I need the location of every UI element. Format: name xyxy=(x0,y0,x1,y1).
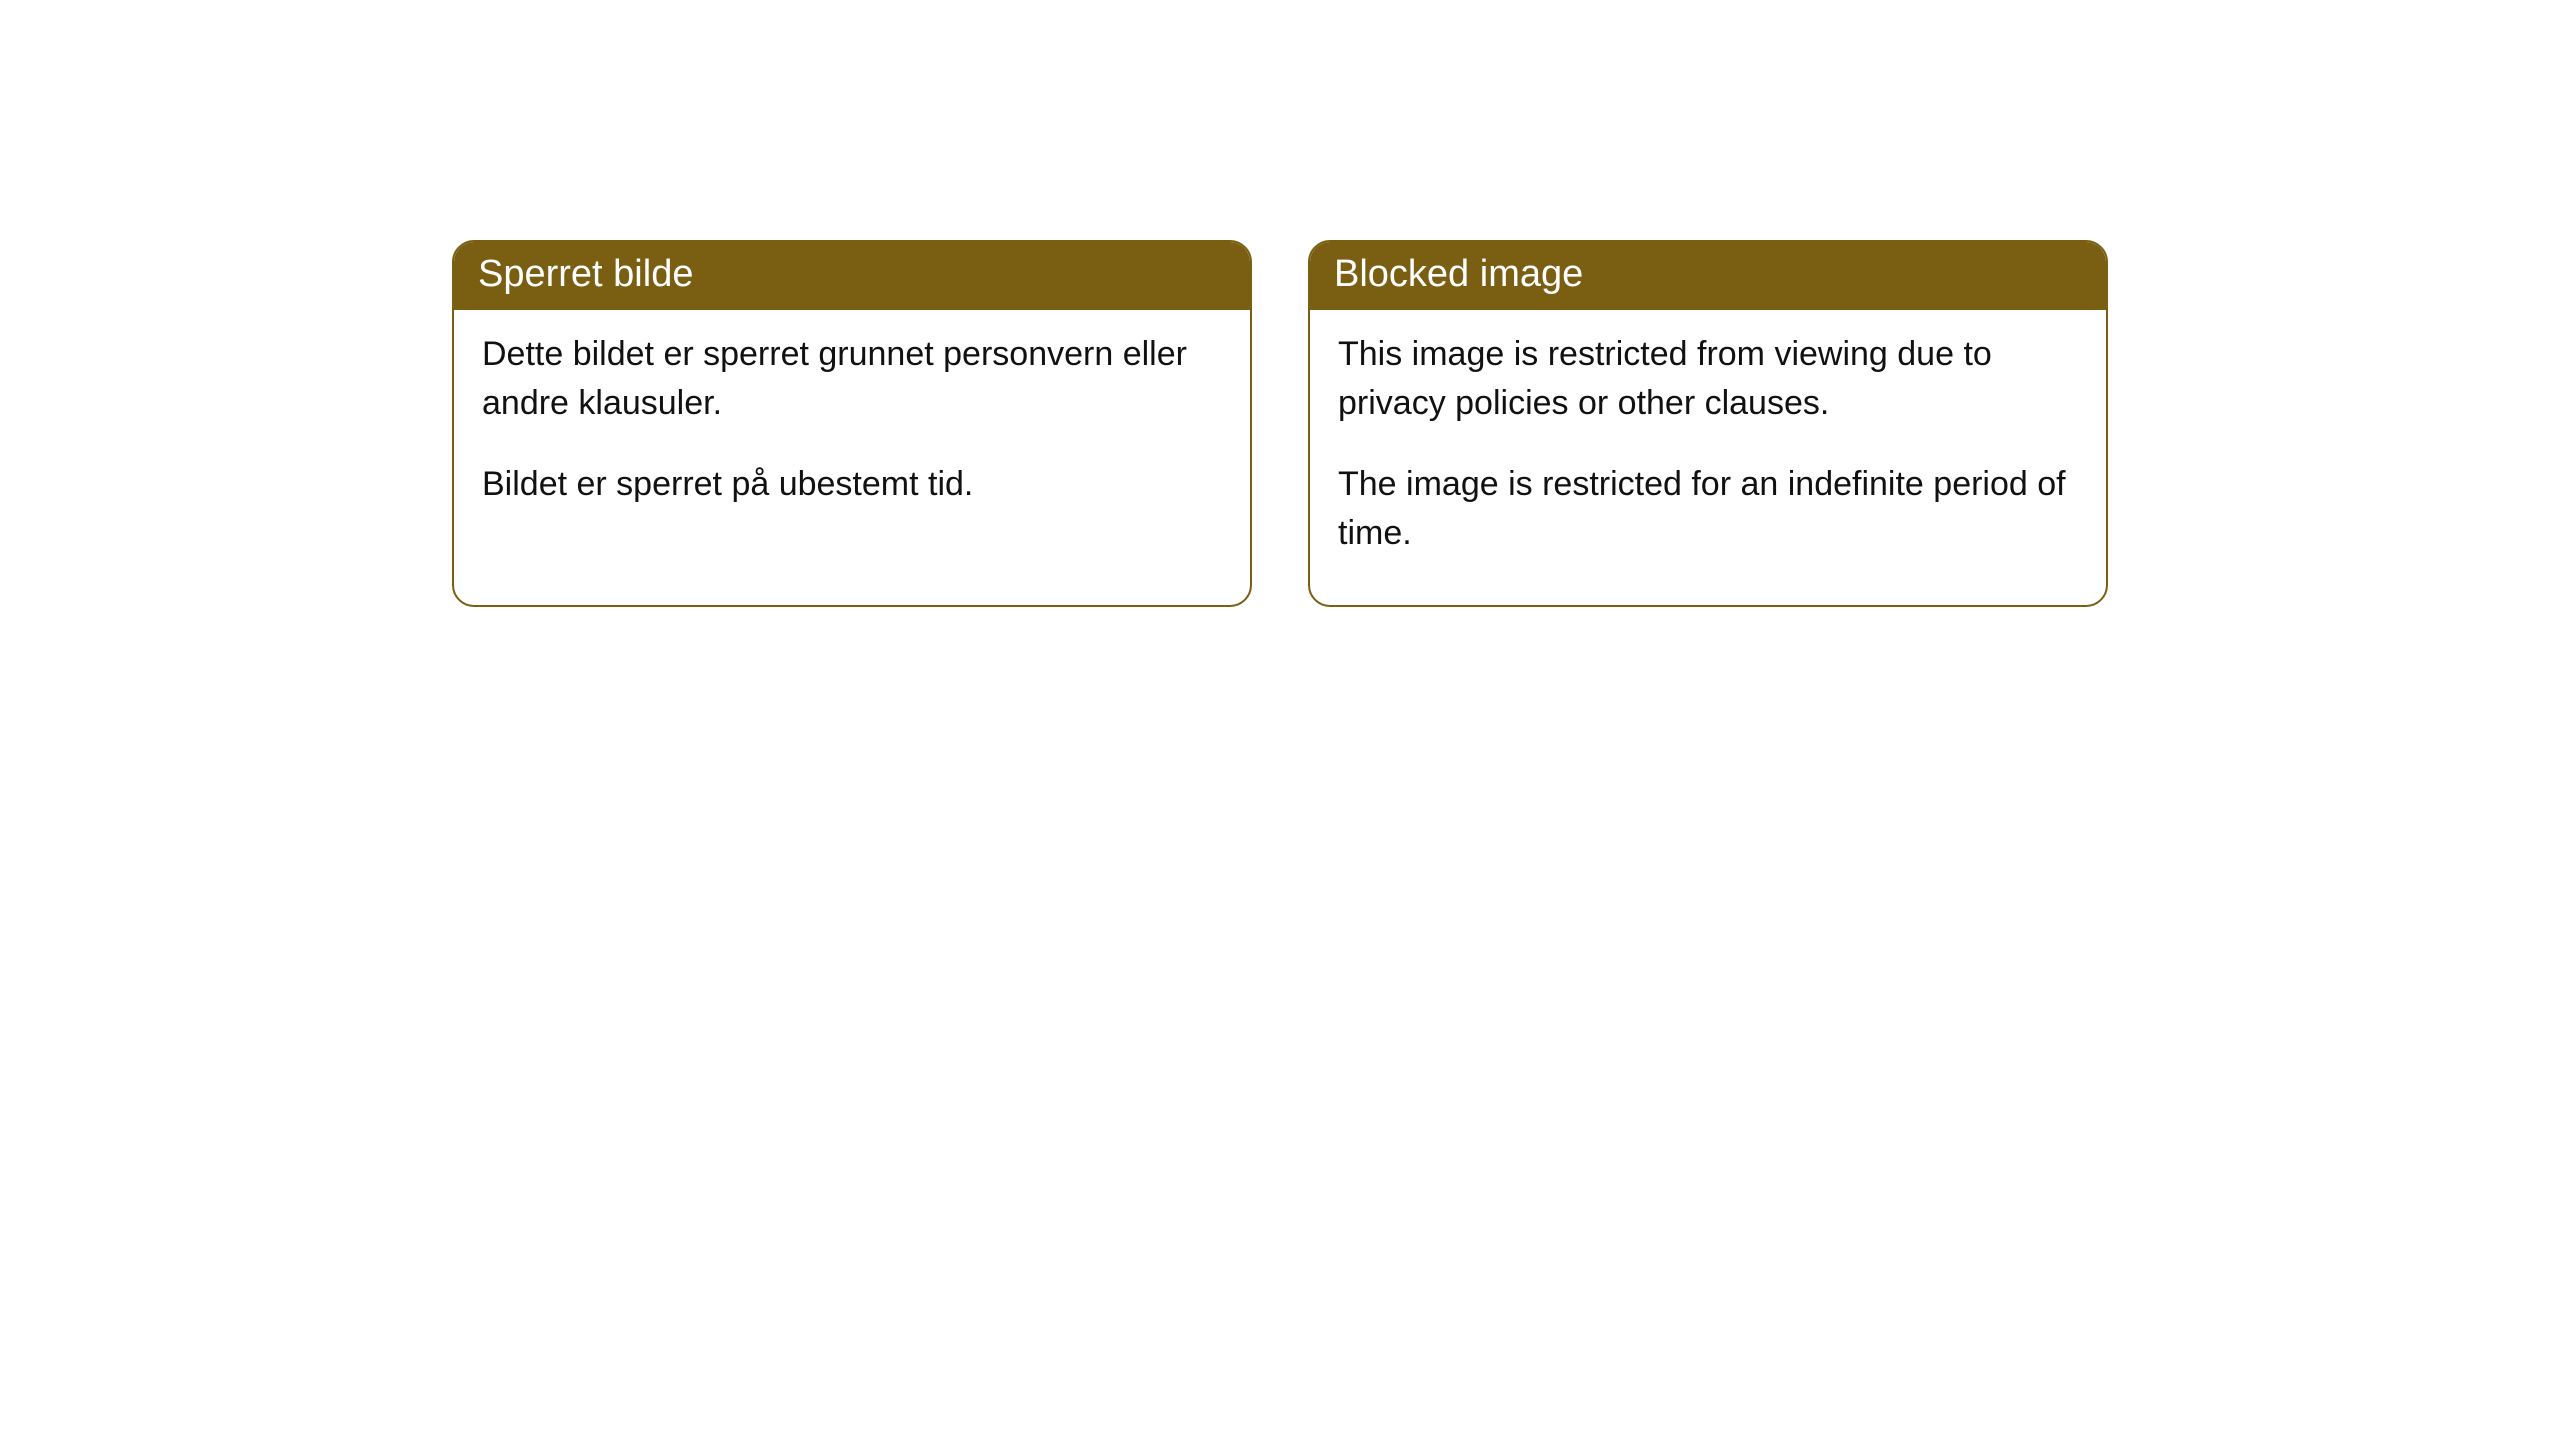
blocked-image-card-no: Sperret bilde Dette bildet er sperret gr… xyxy=(452,240,1252,607)
card-paragraph-1-en: This image is restricted from viewing du… xyxy=(1338,330,2078,429)
blocked-image-card-en: Blocked image This image is restricted f… xyxy=(1308,240,2108,607)
card-body-en: This image is restricted from viewing du… xyxy=(1310,310,2106,605)
card-paragraph-1-no: Dette bildet er sperret grunnet personve… xyxy=(482,330,1222,429)
card-paragraph-2-en: The image is restricted for an indefinit… xyxy=(1338,460,2078,559)
card-header-no: Sperret bilde xyxy=(454,242,1250,310)
card-body-no: Dette bildet er sperret grunnet personve… xyxy=(454,310,1250,556)
card-header-en: Blocked image xyxy=(1310,242,2106,310)
card-paragraph-2-no: Bildet er sperret på ubestemt tid. xyxy=(482,460,1222,509)
cards-container: Sperret bilde Dette bildet er sperret gr… xyxy=(452,240,2560,607)
